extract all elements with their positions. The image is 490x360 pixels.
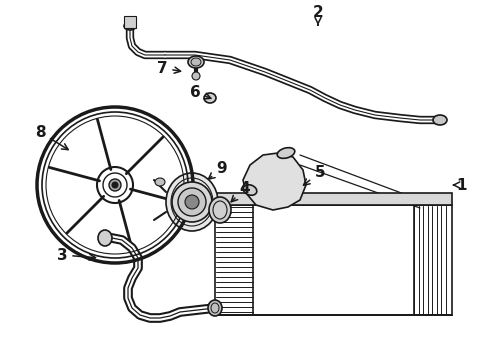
Ellipse shape <box>124 22 136 30</box>
Text: 1: 1 <box>453 177 467 193</box>
Polygon shape <box>243 153 306 210</box>
Text: 8: 8 <box>35 125 68 150</box>
Ellipse shape <box>209 197 231 223</box>
Ellipse shape <box>98 230 112 246</box>
Text: 9: 9 <box>208 161 227 179</box>
Circle shape <box>172 182 212 222</box>
Bar <box>124 16 136 28</box>
Text: 7: 7 <box>157 60 181 76</box>
Text: 6: 6 <box>190 85 211 99</box>
Circle shape <box>178 188 206 216</box>
Bar <box>215 193 452 205</box>
Circle shape <box>109 179 121 191</box>
Text: 2: 2 <box>313 5 323 25</box>
Ellipse shape <box>243 185 257 195</box>
Text: 5: 5 <box>303 165 325 185</box>
Circle shape <box>192 72 200 80</box>
Circle shape <box>185 195 199 209</box>
Ellipse shape <box>204 93 216 103</box>
Ellipse shape <box>208 300 222 316</box>
Bar <box>215 205 452 315</box>
Ellipse shape <box>166 173 218 231</box>
Ellipse shape <box>191 58 201 66</box>
Circle shape <box>112 182 118 188</box>
Ellipse shape <box>433 115 447 125</box>
Text: 3: 3 <box>57 248 96 262</box>
Ellipse shape <box>188 56 204 68</box>
Text: 4: 4 <box>231 180 250 202</box>
Ellipse shape <box>155 178 165 186</box>
Ellipse shape <box>277 148 295 158</box>
